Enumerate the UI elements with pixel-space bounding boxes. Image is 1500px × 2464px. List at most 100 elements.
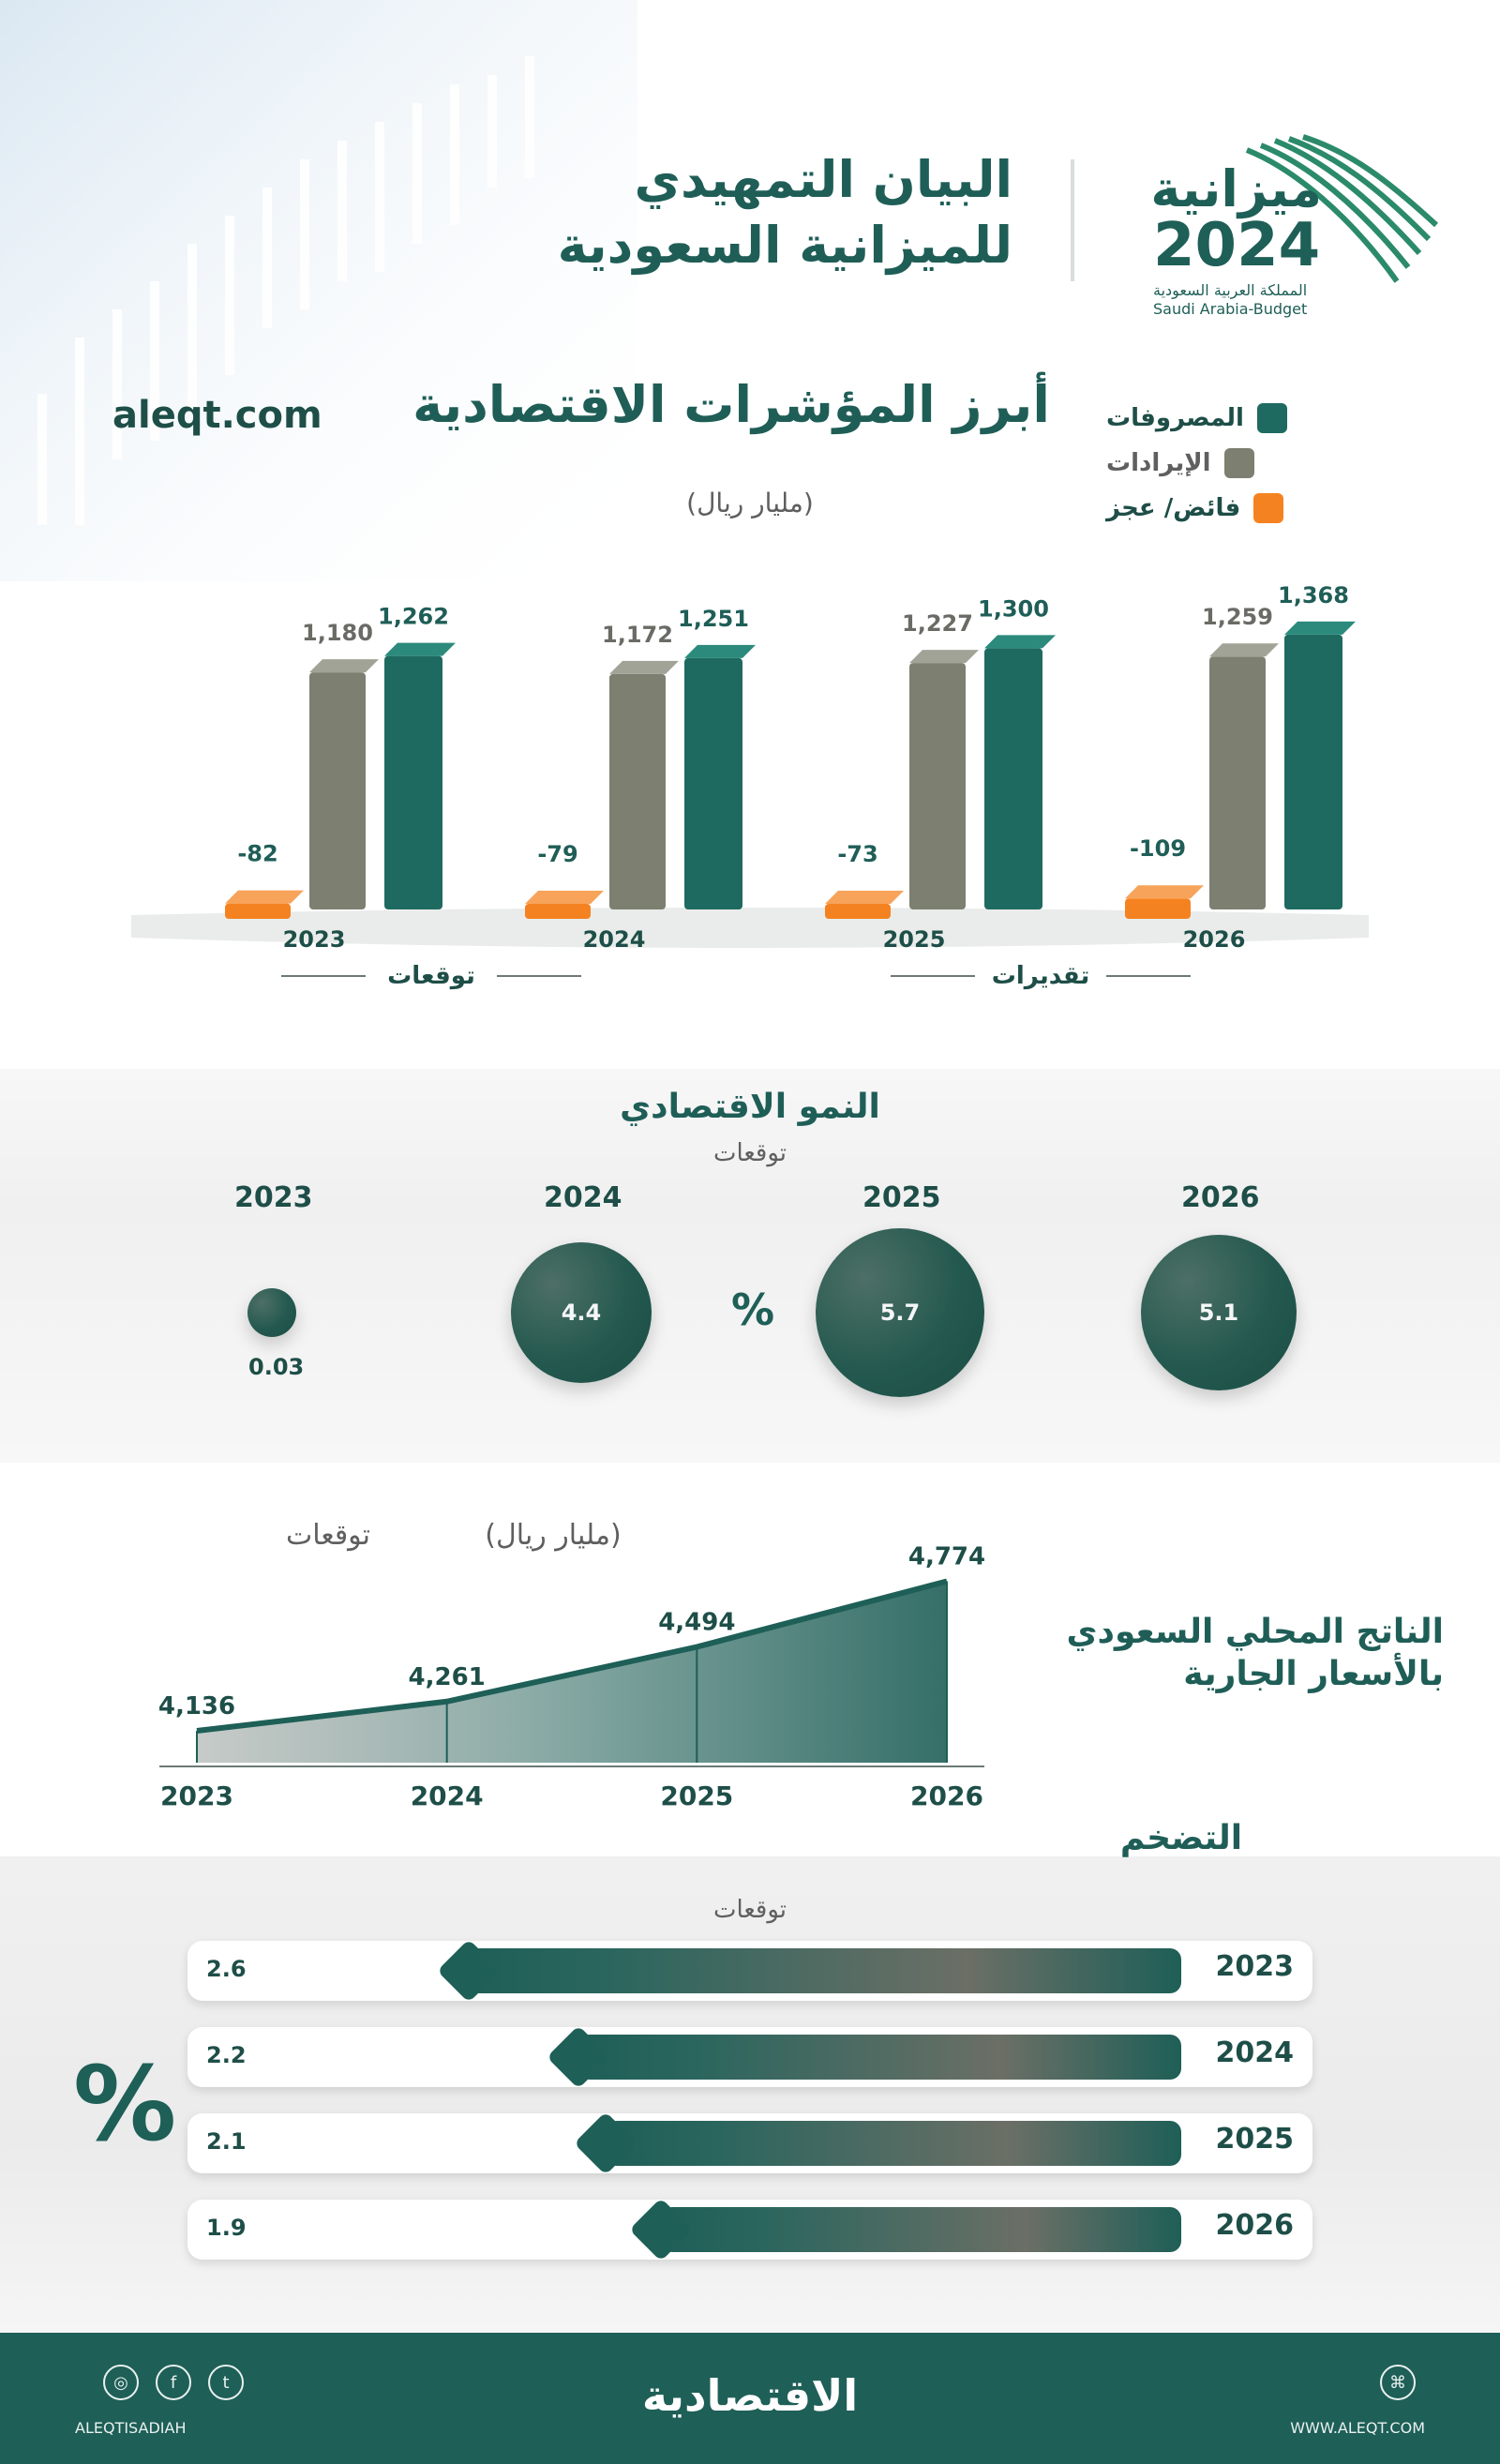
inflation-bar [574, 2111, 1181, 2175]
growth-title: النمو الاقتصادي [620, 1088, 880, 1126]
bar-balance-top [1125, 885, 1204, 899]
twitter-icon[interactable]: t [208, 2365, 244, 2400]
page-title-line1: البيان التمهيدي [634, 150, 1012, 209]
inflation-bars: 2.6 2023 2.2 2024 2.1 2025 1.9 2026 [0, 1939, 1500, 2335]
budget-logo-graphic [1245, 134, 1439, 283]
legend-item-revenues: الإيرادات [1106, 448, 1425, 478]
label-expenses: 1,251 [678, 606, 749, 632]
growth-subtitle: توقعات [712, 1139, 788, 1167]
bar-expenses [984, 648, 1042, 909]
label-expenses: 1,368 [1278, 582, 1349, 608]
bar-revenues-top [1209, 643, 1279, 657]
label-expenses: 1,300 [978, 595, 1049, 622]
growth-year-label: 2026 [1181, 1181, 1260, 1214]
gdp-year-label: 2025 [660, 1780, 733, 1811]
legend-item-balance: فائض/ عجز [1106, 493, 1425, 523]
indicators-legend: المصروفات الإيرادات فائض/ عجز [1106, 403, 1425, 523]
growth-bubble: 5.7 [816, 1228, 984, 1397]
bar-revenues [1209, 656, 1266, 909]
gdp-value-label: 4,494 [658, 1609, 735, 1637]
label-balance: -73 [837, 841, 878, 867]
website-icon[interactable]: ⌘ [1380, 2365, 1416, 2400]
budget-bar-chart: 1,1801,262-8220231,1721,251-7920241,2271… [131, 582, 1369, 953]
gdp-year-label: 2023 [160, 1780, 233, 1811]
inflation-bar-fill [578, 2035, 1181, 2080]
inflation-year-label: 2025 [1215, 2123, 1295, 2156]
label-balance: -79 [537, 841, 578, 867]
logo-sub-ar: المملكة العربية السعودية [1153, 281, 1308, 299]
footer: الاقتصادية ALEQTISADIAH WWW.ALEQT.COM ◎ … [0, 2333, 1500, 2464]
gdp-area-chart: 4,136 2023 4,261 2024 4,494 2025 4,774 2026 [158, 1543, 985, 1812]
inflation-bar [437, 1939, 1181, 2003]
inflation-row: 2.2 2024 [188, 2025, 1312, 2089]
bar-balance-top [825, 891, 904, 904]
growth-year-label: 2025 [862, 1181, 941, 1214]
bar-revenues [609, 673, 666, 909]
group-label-forecasts: توقعات [366, 962, 497, 990]
inflation-bar [546, 2025, 1181, 2089]
footer-brand: الاقتصادية [641, 2370, 859, 2421]
growth-year-label: 2024 [544, 1181, 622, 1214]
inflation-value-label: 2.6 [206, 1956, 247, 1982]
bar-expenses [384, 655, 442, 909]
chart-floor [131, 908, 1369, 948]
bar-balance-top [225, 890, 304, 904]
gdp-unit: (مليار ريال) [485, 1519, 622, 1552]
label-balance: -109 [1130, 835, 1186, 862]
indicators-unit: (مليار ريال) [686, 488, 814, 518]
gdp-title-line1: الناتج المحلي السعودي [1066, 1613, 1444, 1651]
bar-expenses-top [384, 642, 456, 656]
bar-revenues-top [909, 650, 979, 664]
legend-revenues-icon [1223, 448, 1254, 478]
footer-handle: ALEQTISADIAH [75, 2419, 187, 2437]
inflation-value-label: 1.9 [206, 2215, 247, 2241]
label-expenses: 1,262 [378, 604, 449, 630]
inflation-year-label: 2024 [1215, 2036, 1295, 2069]
inflation-row: 2.1 2025 [188, 2111, 1312, 2175]
legend-label-expenses: المصروفات [1106, 404, 1244, 432]
bar-balance-top [525, 891, 604, 904]
logo-word: ميزانية [1150, 159, 1322, 218]
inflation-bar [628, 2198, 1181, 2261]
gdp-value-label: 4,261 [409, 1663, 486, 1691]
growth-bubbles: 2023 0.03 2024 4.4 2025 5.7 2026 5.1% [0, 1181, 1500, 1425]
inflation-value-label: 2.1 [206, 2128, 247, 2155]
gdp-note: توقعات [285, 1519, 371, 1552]
gdp-line [196, 1578, 948, 1734]
inflation-bar-fill [606, 2121, 1181, 2166]
inflation-row: 2.6 2023 [188, 1939, 1312, 2003]
background-chart-graphic [0, 0, 638, 581]
tick-label-year: 2023 [283, 926, 346, 953]
logo-year: 2024 [1153, 211, 1321, 280]
growth-value-label: 5.7 [879, 1300, 921, 1326]
label-revenues: 1,180 [302, 620, 373, 646]
budget-logo: ميزانية 2024 المملكة العربية السعودية Sa… [1050, 131, 1444, 319]
inflation-subtitle: توقعات [712, 1896, 788, 1924]
bar-expenses [1284, 634, 1342, 909]
inflation-year-label: 2026 [1215, 2209, 1295, 2242]
label-revenues: 1,227 [902, 610, 973, 637]
label-revenues: 1,172 [602, 622, 673, 648]
bar-revenues-top [609, 660, 679, 674]
growth-bubble [247, 1287, 297, 1338]
bar-revenues [909, 663, 966, 909]
tick-label-year: 2025 [883, 926, 946, 953]
inflation-title: التضخم [1119, 1819, 1243, 1857]
growth-bubble: 4.4 [510, 1241, 652, 1384]
facebook-icon[interactable]: f [156, 2365, 191, 2400]
growth-value-label: 0.03 [248, 1354, 305, 1381]
bar-revenues [309, 672, 366, 909]
label-revenues: 1,259 [1202, 604, 1273, 630]
bar-balance [825, 904, 891, 919]
header-divider [1071, 159, 1074, 281]
logo-sub-en: Saudi Arabia-Budget [1153, 300, 1308, 318]
inflation-value-label: 2.2 [206, 2042, 247, 2068]
growth-value-label: 5.1 [1198, 1299, 1239, 1326]
label-balance: -82 [237, 841, 278, 867]
instagram-icon[interactable]: ◎ [103, 2365, 139, 2400]
gdp-year-label: 2026 [910, 1780, 983, 1811]
growth-bubble: 5.1 [1140, 1234, 1298, 1391]
footer-social-icons: ◎ f t [103, 2365, 244, 2400]
inflation-year-label: 2023 [1215, 1950, 1295, 1983]
